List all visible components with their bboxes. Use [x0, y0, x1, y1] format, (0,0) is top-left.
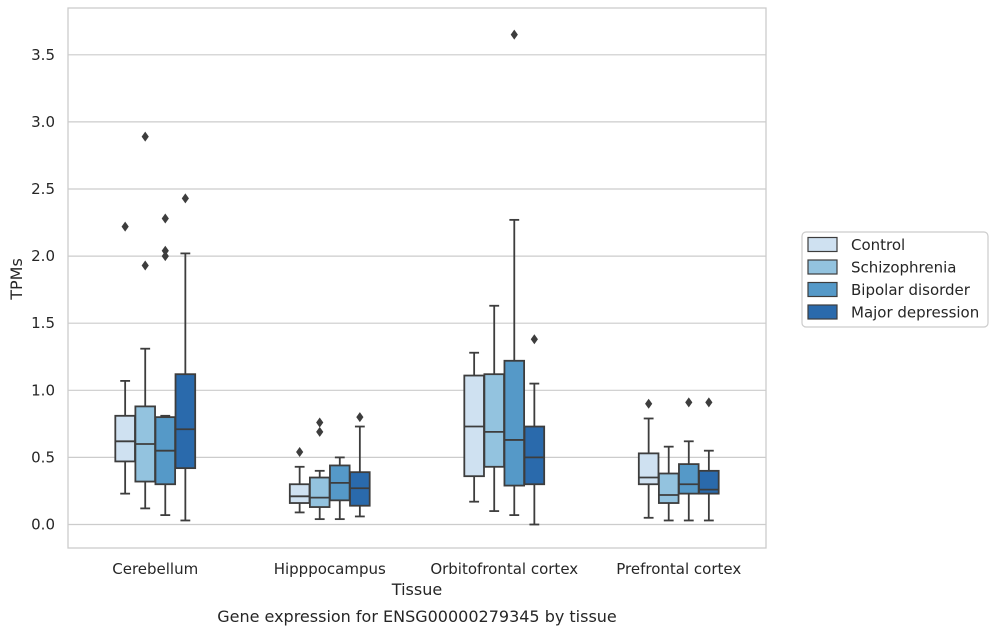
box-3-2 — [678, 397, 700, 522]
box-1-2 — [329, 456, 351, 521]
y-tick-label: 0.0 — [31, 516, 55, 534]
y-tick-label: 3.5 — [31, 46, 55, 64]
x-axis-label: Tissue — [391, 580, 442, 599]
outlier-point — [645, 398, 653, 409]
x-tick-label: Prefrontal cortex — [616, 560, 741, 578]
box-0-2 — [154, 213, 177, 517]
y-tick-label: 1.5 — [31, 314, 55, 332]
x-tick-label: Orbitofrontal cortex — [430, 560, 578, 578]
outlier-point — [141, 131, 149, 142]
box-2-3 — [523, 334, 546, 526]
outlier-point — [530, 334, 538, 345]
box-1-0 — [288, 447, 311, 514]
legend: Control Schizophrenia Bipolar disorder Majo… — [801, 231, 989, 328]
box-iqr — [114, 414, 136, 463]
outlier-point — [161, 245, 169, 256]
x-axis-ticks: Cerebellum Hipppocampus Orbitofrontal cort… — [112, 560, 741, 578]
legend-swatch — [807, 304, 838, 320]
outlier-point — [316, 417, 324, 428]
box-iqr — [503, 359, 526, 487]
box-0-0 — [114, 221, 136, 495]
box-iqr — [288, 483, 311, 504]
box-0-3 — [174, 193, 197, 522]
outlier-point — [141, 260, 149, 271]
y-tick-label: 0.5 — [31, 448, 55, 466]
legend-label: Major depression — [851, 304, 979, 322]
box-2-2 — [503, 29, 526, 517]
legend-label: Bipolar disorder — [851, 281, 971, 299]
outlier-point — [685, 397, 693, 408]
box-iqr — [698, 469, 720, 495]
outlier-point — [161, 251, 169, 262]
box-0-1 — [134, 131, 156, 510]
box-1-3 — [349, 412, 371, 518]
box-iqr — [657, 472, 680, 504]
y-axis-label: TPMs — [7, 258, 26, 301]
y-tick-label: 2.0 — [31, 247, 55, 265]
box-iqr — [523, 425, 546, 486]
legend-frame — [801, 231, 989, 328]
outlier-point — [296, 447, 304, 458]
y-tick-label: 3.0 — [31, 113, 55, 131]
box-iqr — [678, 463, 700, 495]
outlier-point — [705, 397, 713, 408]
outlier-point — [510, 29, 518, 40]
legend-swatch — [807, 259, 838, 275]
box-2-1 — [483, 304, 505, 512]
legend-label: Control — [851, 236, 905, 254]
y-tick-label: 1.0 — [31, 381, 55, 399]
outlier-point — [121, 221, 129, 232]
legend-swatch — [807, 236, 838, 253]
box-plot-marks — [114, 29, 720, 526]
box-iqr — [174, 373, 197, 470]
plot-frame — [67, 7, 767, 549]
legend-swatch — [807, 281, 838, 298]
legend-label: Schizophrenia — [851, 259, 956, 277]
outlier-point — [356, 412, 364, 423]
x-tick-label: Hipppocampus — [274, 560, 386, 578]
x-tick-label: Cerebellum — [112, 560, 198, 578]
box-3-3 — [698, 397, 720, 522]
chart-caption: Gene expression for ENSG00000279345 by t… — [217, 607, 617, 626]
y-tick-label: 2.5 — [31, 180, 55, 198]
box-1-1 — [308, 417, 331, 521]
box-iqr — [637, 452, 660, 486]
box-3-0 — [637, 398, 660, 519]
y-axis-ticks: 0.0 0.5 1.0 1.5 2.0 2.5 3.0 3.5 — [31, 46, 55, 534]
box-iqr — [483, 373, 505, 468]
box-iqr — [308, 476, 331, 508]
box-2-0 — [463, 351, 485, 503]
outlier-point — [161, 213, 169, 224]
outlier-point — [181, 193, 189, 204]
outlier-point — [316, 426, 324, 437]
